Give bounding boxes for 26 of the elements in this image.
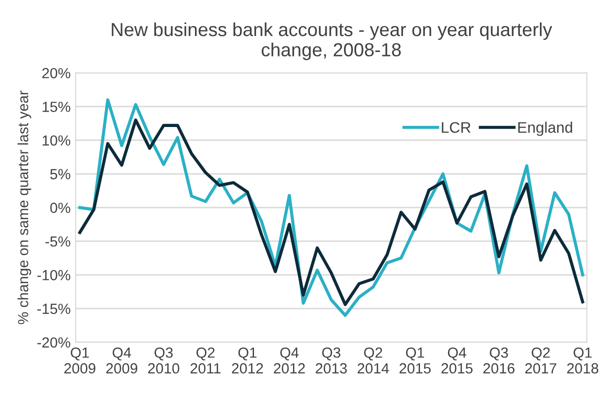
x-tick-label: Q2 2011 — [190, 347, 220, 374]
x-tick-label: Q1 2009 — [64, 347, 96, 374]
x-tick-label: Q1 2018 — [567, 347, 598, 374]
y-tick-label: 10% — [42, 135, 70, 146]
x-tick-label: Q4 2015 — [441, 347, 473, 374]
x-tick-label: Q3 2010 — [148, 347, 180, 374]
x-tick-label: Q4 2012 — [274, 347, 305, 374]
y-tick-label: -20% — [37, 337, 70, 348]
x-tick-label: Q2 2014 — [358, 347, 389, 374]
y-tick-label: -10% — [37, 270, 70, 280]
legend-label: England — [518, 122, 572, 136]
y-tick-label: 0% — [50, 202, 70, 213]
y-tick-label: 15% — [42, 102, 70, 112]
x-tick-label: Q3 2016 — [483, 347, 514, 374]
y-tick-label: -5% — [45, 236, 70, 247]
y-axis-title: % change on same quarter last year — [18, 90, 32, 324]
y-tick-label: 20% — [42, 68, 70, 78]
x-tick-label: Q4 2009 — [106, 347, 138, 374]
chart-title: New business bank accounts - year on year quarterly change, 2008-18 — [112, 22, 552, 60]
x-tick-label: Q1 2015 — [400, 347, 431, 374]
x-tick-label: Q2 2017 — [525, 347, 556, 374]
y-tick-label: 5% — [50, 169, 70, 180]
y-tick-label: -15% — [37, 304, 70, 314]
legend-label: LCR — [442, 122, 470, 133]
x-tick-label: Q1 2012 — [232, 347, 263, 374]
x-tick-label: Q3 2013 — [316, 347, 347, 374]
